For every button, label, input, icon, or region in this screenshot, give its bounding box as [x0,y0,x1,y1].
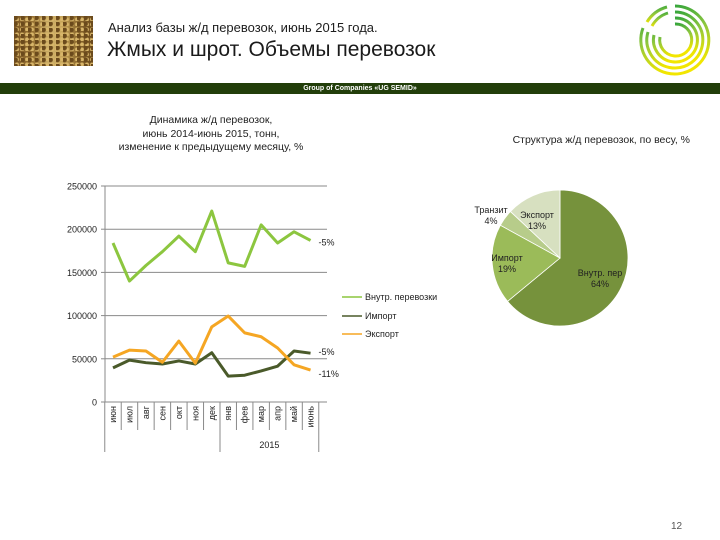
x-tick-label: апр [273,406,283,421]
series-line-1 [112,349,311,378]
line-chart-title-line-3: изменение к предыдущему месяцу, % [118,141,304,153]
x-tick-label: мар [256,406,266,422]
pie-slice-label: Экспорт [520,210,554,220]
pie-slice-label: Импорт [491,253,522,263]
x-tick-label: сен [157,406,167,421]
x-tick-label: июн [108,406,118,423]
x-tick-label: ноя [190,406,200,421]
x-tick-label: июл [124,406,134,423]
x-tick-label: фев [240,406,250,423]
legend-label: Внутр. перевозки [365,292,437,302]
series-end-label: -5% [319,347,335,357]
y-tick-label: 50000 [72,354,97,364]
product-photo [14,16,93,66]
pie-slice-percent: 13% [528,221,546,231]
pie-slice-percent: 64% [591,279,609,289]
series-line-0 [111,209,312,283]
slide-subtitle: Анализ базы ж/д перевозок, июнь 2015 год… [108,20,378,35]
series-end-label: -5% [319,237,335,247]
legend-label: Экспорт [365,329,399,339]
pie-slice [491,224,561,302]
x-tick-label: янв [223,406,233,421]
x-tick-label: окт [174,406,184,419]
pie-slice-percent: 19% [498,264,516,274]
series-end-label: -11% [319,369,339,379]
legend-label: Импорт [365,311,396,321]
company-bar-text: Group of Companies «UG SEMID» [303,85,417,92]
x-tick-label: июнь [306,406,316,428]
pie-slice [507,189,629,327]
company-logo-icon [639,4,711,76]
x-tick-label: авг [141,405,151,419]
line-chart-title-line-1: Динамика ж/д перевозок, [149,114,273,126]
line-chart-title: Динамика ж/д перевозок, июнь 2014-июнь 2… [96,114,326,155]
x-tick-label: дек [207,406,217,420]
y-tick-label: 100000 [67,311,97,321]
line-chart-title-line-2: июнь 2014-июнь 2015, тонн, [142,127,280,140]
y-tick-label: 200000 [67,225,97,235]
y-tick-label: 0 [92,398,97,408]
y-tick-label: 250000 [67,182,97,192]
series-line-2 [112,314,311,372]
x-group-label: 2015 [259,440,279,450]
x-tick-label: май [289,406,299,422]
pie-slice-percent: 4% [484,216,497,226]
page-number: 12 [671,521,683,532]
y-tick-label: 150000 [67,268,97,278]
slide-title: Жмых и шрот. Объемы перевозок [107,38,436,61]
pie-chart-title: Структура ж/д перевозок, по весу, % [512,134,690,146]
pie-slice-label: Внутр. пер [578,268,623,278]
pie-slice [509,189,561,259]
pie-slice-label: Транзит [474,205,507,215]
company-bar [0,83,720,94]
